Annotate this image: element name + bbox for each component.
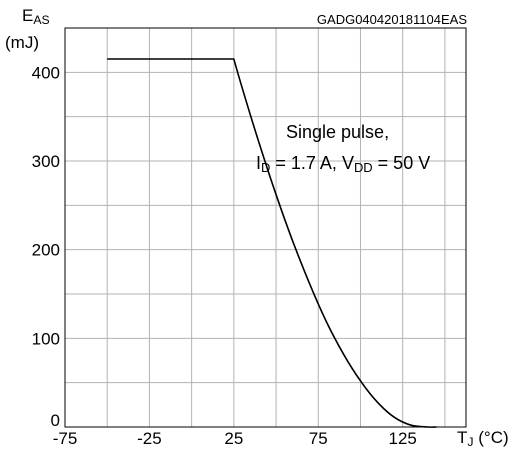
- y-tick-label: 400: [32, 63, 60, 82]
- figure-code: GADG040420181104EAS: [317, 12, 467, 27]
- annotation-id-subscript: D: [261, 160, 271, 176]
- annotation-vdd-value: = 50 V: [372, 153, 431, 173]
- annotation-vdd-symbol: V: [341, 153, 354, 173]
- series: [107, 58, 437, 428]
- x-tick-label: 25: [224, 429, 243, 448]
- annotation-id-value: = 1.7 A,: [270, 153, 342, 173]
- y-axis-unit: (mJ): [5, 33, 39, 52]
- y-tick-label: 100: [32, 329, 60, 348]
- eas-vs-tj-curve: [107, 58, 437, 428]
- y-tick-label: 300: [32, 152, 60, 171]
- x-tick-label: -25: [137, 429, 162, 448]
- x-axis-label: TJ (°C): [457, 428, 509, 452]
- annotation-id-symbol: I: [256, 153, 262, 173]
- x-axis-symbol: T: [457, 428, 468, 447]
- x-axis-unit: (°C): [473, 428, 509, 447]
- annotation-line-2: ID = 1.7 A, VDD = 50 V: [256, 152, 430, 179]
- y-axis-subscript: AS: [33, 13, 50, 28]
- y-tick-label: 0: [51, 411, 60, 430]
- x-axis-subscript: J: [467, 435, 474, 450]
- x-tick-label: 75: [309, 429, 328, 448]
- tick-labels: -75 -25 25 75 125 0 100 200 300 400: [32, 63, 417, 448]
- grid: [64, 28, 466, 428]
- annotation-line-1: Single pulse,: [286, 122, 390, 142]
- annotation-vdd-subscript: DD: [353, 160, 373, 176]
- x-tick-label: -75: [53, 429, 78, 448]
- plot-frame: [64, 27, 467, 428]
- y-axis-symbol: E: [22, 6, 34, 25]
- y-tick-label: 200: [32, 241, 60, 260]
- x-tick-label: 125: [388, 429, 416, 448]
- y-axis-label: EAS: [22, 6, 50, 30]
